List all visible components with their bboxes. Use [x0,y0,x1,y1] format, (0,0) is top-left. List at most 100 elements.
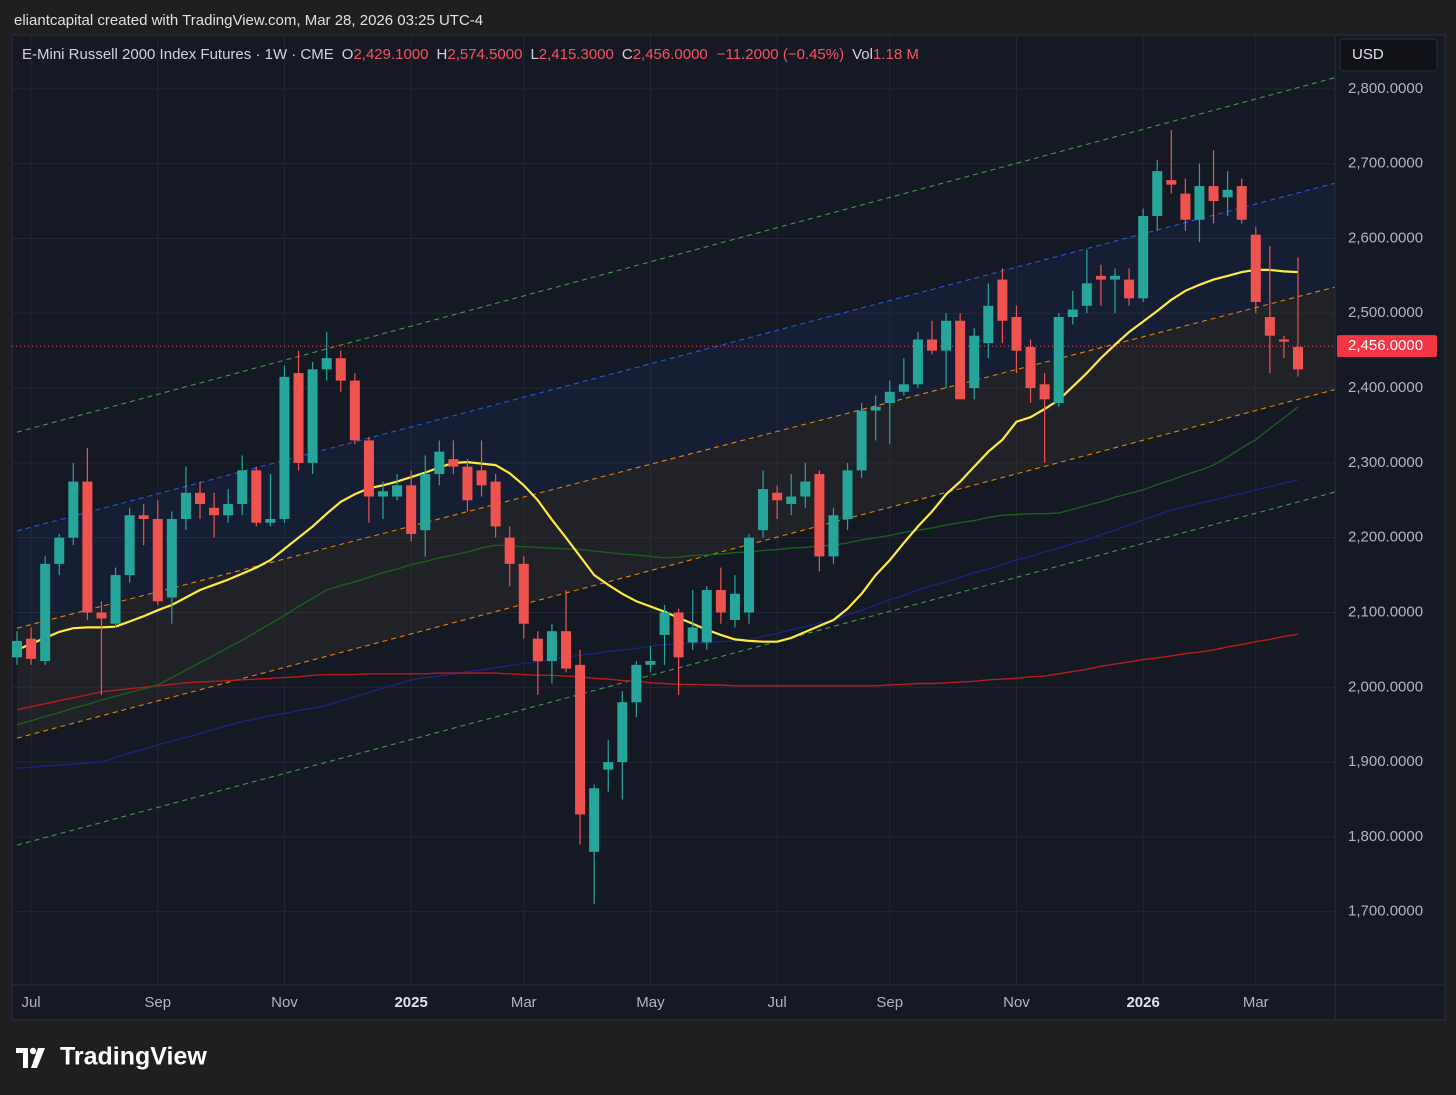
candle-body [1067,309,1078,318]
candle-body [462,466,473,501]
candle-body [969,335,980,389]
candle-body [1166,180,1177,185]
candle-body [884,391,895,404]
x-tick-label: May [636,994,665,1011]
candle-body [349,380,360,441]
candle-body [927,339,937,351]
candle-body [744,537,754,613]
candle-body [729,593,740,620]
y-tick-label: 2,100.0000 [1348,603,1423,620]
candle-body [392,485,403,497]
y-tick-label: 1,900.0000 [1348,753,1423,770]
legend-key: L [530,46,539,63]
candle-body [814,474,825,557]
candle-body [124,515,135,576]
x-tick-label: Mar [1243,994,1269,1011]
candle-body [870,406,881,411]
candle-body [1194,186,1205,220]
y-tick-label: 2,300.0000 [1348,454,1423,471]
candle-body [828,515,839,557]
candle-body [786,496,797,505]
channel-line [16,77,1335,433]
candle-body [800,481,811,497]
x-tick-label: 2026 [1126,994,1159,1011]
candle-body [701,590,712,643]
candle-body [518,563,529,624]
candle-body [490,481,501,527]
legend-value: 2,574.5000 [447,46,523,63]
currency-box [1339,38,1438,72]
x-tick-label: Sep [876,994,903,1011]
candle-body [251,470,262,523]
legend: E-Mini Russell 2000 Index Futures · 1W ·… [22,46,919,63]
ma-line [16,406,1299,726]
candle-body [997,279,1008,321]
x-tick-label: Mar [511,994,537,1011]
candle-body [955,320,966,400]
candle-body [1025,346,1036,389]
chart-pane [11,34,1446,1021]
candle-body [1250,234,1261,303]
channel-line [16,182,1335,532]
candle-body [223,504,234,516]
candle-body [673,612,684,658]
legend-value: 2,429.1000 [353,46,429,63]
candle-body [1222,189,1233,198]
candle-body [406,485,417,534]
candle-body [209,507,220,516]
ma-line [16,268,1299,651]
candle-body [715,590,726,613]
legend-value: 2,456.0000 [632,46,708,63]
channel-fill [17,287,1335,739]
candle-body [1293,346,1303,370]
candle-body [363,440,374,497]
candle-body [1053,317,1064,404]
y-tick-label: 2,400.0000 [1348,379,1423,396]
x-tick-label: Jul [768,994,787,1011]
candle-body [1110,275,1120,280]
y-tick-label: 2,000.0000 [1348,678,1423,695]
x-tick-label: Jul [21,994,40,1011]
candle-body [575,664,586,815]
x-tick-label: Sep [144,994,171,1011]
candle-body [1236,186,1247,220]
candle-body [195,492,205,505]
candle-body [983,305,994,344]
legend-key: C [621,46,633,63]
candle-body [26,638,37,659]
candle-body [279,376,290,519]
candle-body [180,492,191,519]
candle-body [321,358,332,370]
candle-body [1264,317,1275,336]
legend-change: −11.2000 (−0.45%) [716,46,845,63]
legend-key: O [341,46,354,63]
plot-area [12,35,1335,985]
brand-logo [16,1047,45,1068]
candle-body [378,491,388,497]
y-tick-label: 2,800.0000 [1348,80,1423,97]
currency: USD [1352,46,1384,63]
legend-title: E-Mini Russell 2000 Index Futures · 1W ·… [22,46,334,63]
legend-key: H [436,46,448,63]
candle-body [898,384,909,392]
candle-body [476,470,487,486]
candle-body [68,481,79,538]
candle-body [307,369,318,463]
y-tick-label: 2,600.0000 [1348,229,1423,246]
last-price-box [1337,335,1437,358]
last-price-label: 2,456.0000 [1348,337,1423,354]
candle-body [1138,216,1149,299]
candle-body [561,631,571,669]
candle-body [293,373,304,463]
candle-body [1039,384,1050,400]
legend-value: 1.18 M [872,46,919,63]
candle-body [1278,339,1289,342]
candle-body [856,410,867,471]
axes: 1,700.0000 1,800.0000 1,900.0000 2,000.0000… [21,80,1437,1011]
candle-body [12,640,22,658]
ma-line [16,479,1299,769]
candle-body [504,537,515,564]
candle-body [237,470,248,505]
candle-body [589,788,600,852]
